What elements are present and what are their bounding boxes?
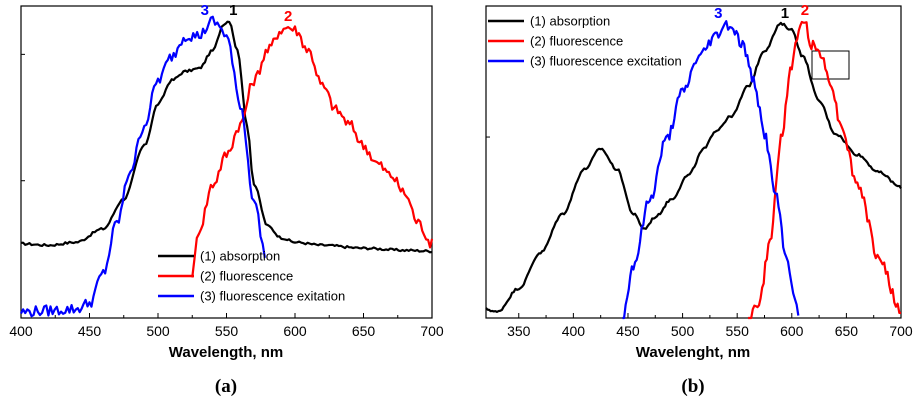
x-tick-label: 600 (780, 323, 804, 339)
x-tick-label: 600 (283, 323, 307, 339)
panel-a: 400 450 500 550 600 650 700 1 2 3 Wavelength, nm… (9, 2, 444, 397)
panel-b-legend: (1) absorption (2) fluorescence (3) fluore… (488, 14, 682, 69)
panel-b-series (485, 20, 902, 320)
panel-a-label: (a) (215, 376, 237, 397)
series-line-3 (622, 20, 800, 320)
series-line-1 (485, 21, 902, 313)
x-tick-label: 400 (562, 323, 586, 339)
legend-label-1: (1) absorption (530, 14, 610, 29)
panel-a-x-ticks: 400 450 500 550 600 650 700 (9, 53, 444, 339)
legend-label-3: (3) fluorescence exitation (200, 289, 345, 304)
x-tick-label: 550 (726, 323, 750, 339)
legend-label-1: (1) absorption (200, 249, 280, 264)
series-line-3 (20, 15, 266, 318)
peak-label-1: 1 (781, 5, 789, 22)
x-tick-label: 500 (146, 323, 170, 339)
panel-b-peak-labels: 1 2 3 (714, 2, 809, 22)
panel-b-x-axis-label: Wavelenght, nm (636, 344, 750, 361)
x-tick-label: 500 (671, 323, 695, 339)
legend-label-2: (2) fluorescence (530, 34, 623, 49)
peak-label-2: 2 (801, 2, 809, 19)
panel-b-frame (485, 5, 902, 319)
panel-a-legend: (1) absorption (2) fluorescence (3) fluore… (158, 249, 345, 304)
peak-label-3: 3 (714, 5, 722, 22)
x-tick-label: 650 (835, 323, 859, 339)
panel-b: 350 400 450 500 550 600 650 700 1 2 3 Wavelenght,… (485, 2, 913, 397)
panel-b-x-ticks: 350 400 450 500 550 600 650 700 (486, 136, 913, 339)
peak-label-2: 2 (284, 8, 292, 25)
x-tick-label: 400 (9, 323, 33, 339)
series-line-2 (748, 20, 902, 320)
x-tick-label: 550 (215, 323, 239, 339)
x-tick-label: 700 (889, 323, 913, 339)
x-tick-label: 700 (420, 323, 444, 339)
panel-b-label: (b) (681, 376, 704, 397)
x-tick-label: 450 (78, 323, 102, 339)
panel-b-inset-box (811, 50, 850, 80)
x-tick-label: 450 (616, 323, 640, 339)
x-tick-label: 650 (352, 323, 376, 339)
x-tick-label: 350 (507, 323, 531, 339)
panel-a-peak-labels: 1 2 3 (201, 2, 293, 25)
series-line-2 (191, 25, 434, 278)
legend-label-3: (3) fluorescence excitation (530, 54, 682, 69)
panel-a-x-axis-label: Wavelength, nm (169, 344, 283, 361)
series-line-1 (20, 20, 433, 254)
panel-a-series (20, 15, 434, 318)
legend-label-2: (2) fluorescence (200, 269, 293, 284)
peak-label-1: 1 (229, 2, 237, 19)
peak-label-3: 3 (201, 2, 209, 19)
